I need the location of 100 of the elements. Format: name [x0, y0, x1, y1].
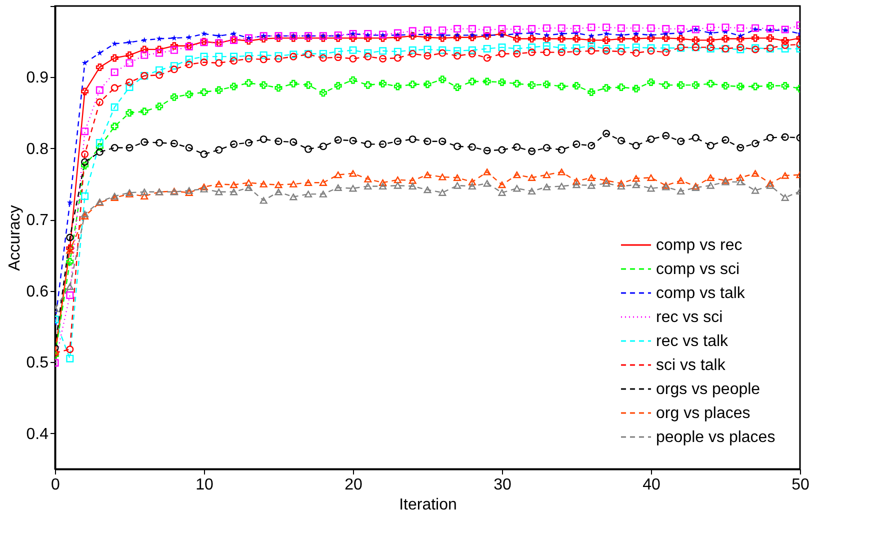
point: [513, 44, 521, 52]
point: [528, 81, 536, 89]
point: [379, 54, 387, 62]
point: [394, 82, 402, 90]
point: [171, 34, 178, 41]
point: [736, 35, 744, 43]
point: [662, 44, 670, 52]
point: [647, 47, 655, 55]
point: [602, 130, 610, 138]
point: [66, 246, 74, 254]
point: [186, 34, 192, 40]
point: [216, 32, 222, 38]
point: [588, 36, 596, 44]
point: [752, 140, 760, 148]
point: [766, 134, 774, 142]
legend-label: orgs vs people: [656, 381, 760, 398]
point: [260, 81, 268, 89]
point: [558, 168, 566, 176]
point: [379, 47, 387, 55]
point: [454, 25, 462, 33]
point: [469, 32, 476, 38]
point: [781, 44, 789, 52]
point: [126, 59, 134, 67]
point: [185, 144, 193, 152]
point: [394, 54, 402, 62]
point: [274, 84, 282, 92]
point: [528, 148, 536, 156]
point: [542, 80, 550, 88]
point: [468, 46, 476, 54]
point: [468, 78, 476, 86]
point: [274, 52, 282, 60]
point: [408, 182, 416, 190]
point: [319, 54, 327, 62]
point: [781, 82, 789, 90]
legend-label: rec vs sci: [656, 309, 723, 326]
point: [513, 26, 521, 34]
point: [528, 35, 536, 43]
point: [379, 140, 387, 148]
point: [781, 41, 789, 49]
point: [424, 46, 432, 54]
point: [81, 88, 89, 96]
x-tick-label: 30: [494, 476, 512, 494]
point: [438, 174, 446, 180]
point: [647, 135, 655, 143]
point: [483, 168, 491, 176]
point: [126, 39, 133, 45]
point: [81, 162, 89, 170]
point: [438, 34, 446, 42]
point: [498, 146, 506, 154]
point: [766, 182, 774, 189]
point: [215, 188, 223, 196]
point: [602, 44, 610, 52]
point: [558, 82, 566, 90]
point: [647, 24, 655, 32]
point: [736, 178, 744, 186]
point: [588, 88, 596, 96]
point: [528, 188, 536, 195]
point: [647, 78, 655, 86]
point: [349, 34, 357, 42]
point: [126, 109, 134, 117]
point: [632, 35, 640, 43]
point: [81, 158, 89, 166]
point: [260, 135, 268, 143]
point: [632, 49, 640, 57]
point: [454, 52, 462, 60]
point: [706, 142, 714, 150]
point: [632, 181, 640, 188]
x-tick-label: 20: [344, 476, 362, 494]
point: [632, 84, 640, 92]
point: [96, 86, 104, 94]
point: [647, 174, 655, 182]
point: [558, 44, 566, 52]
point: [498, 50, 506, 58]
point: [244, 79, 252, 87]
point: [677, 138, 685, 146]
point: [334, 48, 342, 56]
point: [618, 32, 624, 38]
point: [454, 174, 462, 182]
point: [408, 135, 416, 143]
point: [424, 34, 432, 42]
x-tick-label: 50: [792, 476, 810, 494]
point: [632, 24, 640, 32]
point: [230, 52, 238, 60]
point: [185, 60, 193, 68]
point: [140, 46, 148, 54]
y-tick-label: 0.5: [26, 354, 49, 372]
y-tick-label: 0.8: [26, 140, 49, 158]
point: [66, 346, 74, 354]
point: [542, 24, 550, 32]
point: [170, 140, 178, 148]
x-tick-label: 40: [642, 476, 660, 494]
legend-label: comp vs talk: [656, 285, 746, 302]
point: [156, 139, 164, 147]
point: [498, 78, 506, 86]
legend-label: org vs places: [656, 405, 750, 422]
point: [304, 145, 312, 153]
point: [781, 37, 789, 45]
point: [424, 80, 432, 88]
point: [424, 52, 432, 60]
point: [632, 175, 640, 182]
